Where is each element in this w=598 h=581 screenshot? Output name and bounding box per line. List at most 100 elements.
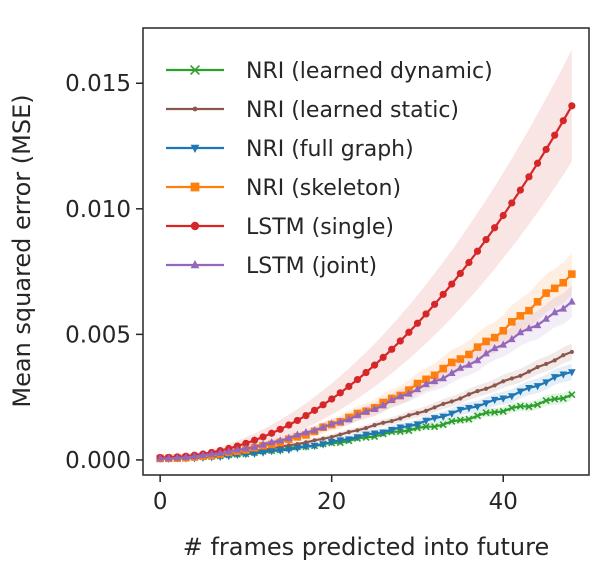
data-point [259, 440, 267, 448]
legend-entry: NRI (full graph) [166, 137, 414, 162]
data-point [465, 258, 473, 267]
data-point [559, 371, 568, 379]
y-tick-label: 0.000 [65, 448, 131, 474]
data-point [508, 334, 516, 343]
legend-entry: LSTM (single) [166, 215, 394, 240]
data-point [362, 368, 370, 377]
legend-entry: NRI (learned dynamic) [166, 59, 493, 84]
data-point [338, 432, 343, 437]
data-point [398, 416, 403, 421]
data-point [276, 436, 285, 444]
data-point [501, 379, 506, 384]
data-point [303, 440, 309, 445]
data-point [508, 318, 516, 326]
data-point [267, 448, 276, 456]
data-point [413, 421, 422, 429]
data-point [156, 454, 164, 462]
data-point [422, 375, 430, 384]
data-point [336, 389, 344, 397]
series-2 [156, 369, 576, 464]
data-point [293, 416, 301, 425]
data-point [508, 393, 516, 401]
data-point [199, 450, 207, 459]
legend-entry: NRI (learned static) [166, 98, 459, 123]
data-point [353, 411, 362, 419]
data-point [473, 343, 482, 351]
data-point [490, 396, 499, 405]
band-3 [160, 253, 572, 460]
data-point [550, 374, 559, 382]
data-point [473, 403, 482, 411]
data-point [516, 328, 525, 336]
data-point [559, 278, 568, 287]
data-point [499, 326, 508, 335]
data-point [405, 389, 413, 397]
data-point [465, 360, 473, 368]
data-point [456, 355, 465, 363]
data-point [482, 400, 490, 408]
data-point [389, 418, 394, 424]
data-point [533, 401, 542, 409]
data-point [321, 436, 326, 441]
data-point [465, 350, 473, 359]
data-point [518, 373, 523, 378]
data-point [431, 300, 439, 308]
legend-label: NRI (full graph) [246, 137, 414, 162]
data-point [192, 106, 198, 112]
data-point [458, 396, 463, 401]
data-point [568, 270, 576, 278]
data-point [164, 453, 173, 462]
data-point [319, 401, 327, 409]
data-point [362, 431, 370, 439]
data-point [448, 280, 456, 288]
confidence-bands [160, 49, 572, 460]
data-point [508, 404, 516, 412]
y-tick-label: 0.010 [65, 197, 131, 223]
data-point [267, 437, 276, 446]
legend-label: NRI (learned dynamic) [246, 59, 493, 84]
data-point [430, 376, 439, 385]
data-point [302, 411, 310, 420]
data-point [310, 442, 319, 451]
data-point [439, 290, 447, 298]
data-point [353, 434, 362, 442]
data-point [336, 437, 345, 445]
data-point [370, 361, 379, 369]
data-point [242, 444, 250, 452]
data-point [285, 421, 293, 429]
data-point [405, 328, 413, 336]
data-point [336, 417, 345, 425]
data-point [559, 394, 567, 402]
data-point [327, 419, 336, 427]
data-point [370, 430, 379, 438]
legend-label: NRI (learned static) [246, 98, 459, 123]
data-point [465, 405, 473, 413]
data-point [190, 452, 199, 460]
legend-label: NRI (skeleton) [246, 176, 401, 201]
legend-label: LSTM (joint) [246, 254, 377, 279]
data-point [456, 269, 464, 278]
x-tick-label: 40 [489, 489, 518, 515]
data-point [439, 421, 447, 429]
data-point [551, 131, 559, 139]
data-point [525, 324, 533, 332]
axes [142, 27, 590, 476]
x-tick-label: 0 [153, 489, 168, 515]
y-axis-label: Mean squared error (MSE) [8, 94, 36, 407]
x-axis-ticks: 0 20 40 [153, 475, 518, 515]
series-lines [156, 102, 576, 464]
data-point [310, 426, 319, 434]
data-point [387, 395, 396, 404]
data-point [250, 442, 259, 450]
data-point [542, 314, 550, 322]
data-point [413, 319, 422, 327]
data-point [533, 383, 542, 391]
data-point [319, 422, 327, 431]
data-point [542, 289, 550, 297]
data-point [310, 406, 319, 414]
data-point [466, 392, 472, 397]
data-point [473, 356, 482, 364]
data-point [449, 399, 454, 404]
data-point [372, 423, 377, 428]
data-point [568, 369, 576, 377]
